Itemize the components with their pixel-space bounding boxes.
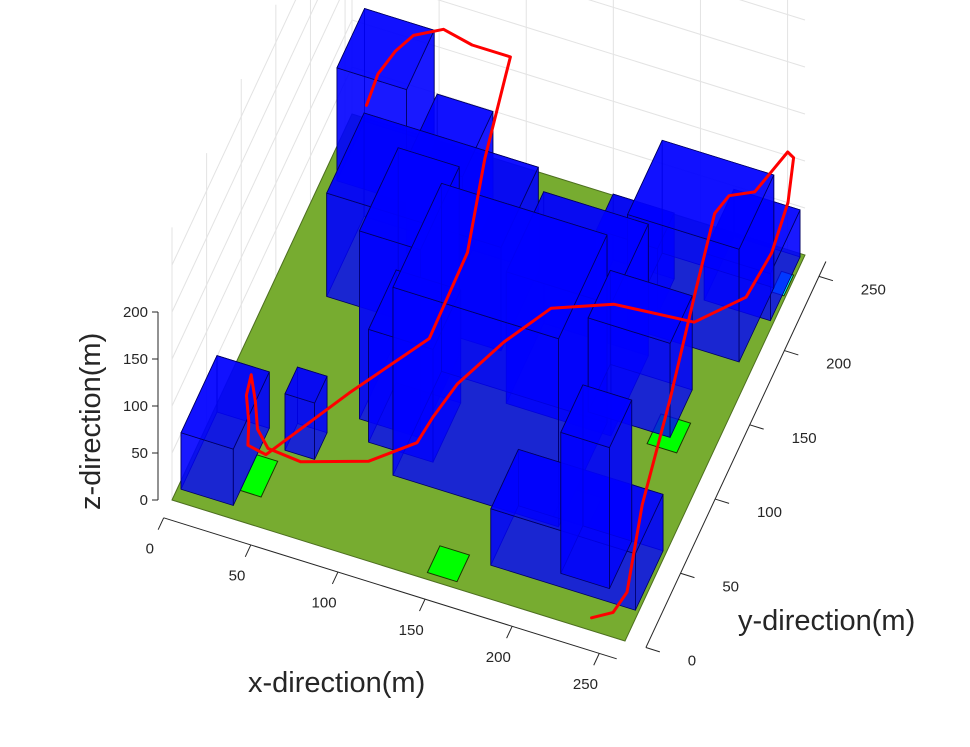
y-tick-mark bbox=[784, 350, 799, 356]
x-axis-line bbox=[163, 517, 617, 660]
building-roof bbox=[560, 384, 633, 449]
x-tick-label: 200 bbox=[486, 649, 511, 666]
x-tick-mark bbox=[419, 598, 426, 612]
grid-line bbox=[171, 0, 806, 360]
y-tick-label: 0 bbox=[688, 653, 696, 670]
grid-line bbox=[171, 19, 806, 407]
x-tick-label: 0 bbox=[146, 541, 154, 558]
x-tick-label: 100 bbox=[312, 595, 337, 612]
y-tick-mark bbox=[749, 424, 764, 430]
building-front-face bbox=[284, 393, 316, 460]
y-tick-label: 250 bbox=[861, 281, 886, 298]
z-tick-label: 0 bbox=[140, 492, 148, 509]
building bbox=[627, 139, 775, 363]
x-tick-mark bbox=[593, 653, 600, 666]
trajectory-layer bbox=[244, 27, 796, 620]
x-tick-label: 50 bbox=[229, 568, 246, 585]
x-tick-label: 250 bbox=[573, 676, 598, 693]
x-axis-label: x-direction(m) bbox=[248, 667, 425, 699]
y-tick-label: 100 bbox=[757, 504, 782, 521]
z-tick-label: 100 bbox=[123, 398, 148, 415]
y-tick-mark bbox=[680, 572, 695, 579]
x-tick-mark bbox=[157, 517, 165, 530]
z-tick-label: 150 bbox=[123, 351, 148, 368]
building-roof bbox=[627, 139, 775, 250]
x-tick-mark bbox=[506, 626, 513, 639]
building-roof bbox=[358, 147, 460, 251]
trajectory-line bbox=[244, 27, 796, 620]
y-tick-label: 50 bbox=[722, 578, 739, 595]
z-axis-label: z-direction(m) bbox=[75, 333, 107, 510]
y-tick-label: 150 bbox=[792, 430, 817, 447]
z-tick-label: 200 bbox=[123, 304, 148, 321]
scene-layer bbox=[171, 7, 806, 642]
y-tick-mark bbox=[818, 275, 834, 282]
building-roof bbox=[284, 366, 328, 404]
y-axis-label: y-direction(m) bbox=[738, 605, 915, 637]
green-zone bbox=[426, 545, 471, 583]
y-tick-mark bbox=[645, 647, 660, 653]
building-front-face bbox=[560, 431, 610, 590]
x-tick-mark bbox=[244, 544, 252, 558]
x-tick-mark bbox=[331, 571, 339, 585]
tick-labels-layer: 0 50 100 150 200 250 0 50 100 150 200 250 0 50 100 150 2… bbox=[123, 281, 886, 693]
grid-line bbox=[171, 0, 806, 313]
y-tick-mark bbox=[714, 498, 730, 504]
y-tick-label: 200 bbox=[826, 356, 851, 373]
grid-line bbox=[171, 0, 806, 266]
y-axis-line bbox=[645, 261, 827, 648]
building-roof bbox=[587, 269, 693, 344]
building-roof bbox=[180, 355, 270, 450]
building bbox=[560, 384, 633, 590]
axes-layer bbox=[152, 261, 834, 666]
z-tick-label: 50 bbox=[131, 445, 148, 462]
x-tick-label: 150 bbox=[399, 622, 424, 639]
